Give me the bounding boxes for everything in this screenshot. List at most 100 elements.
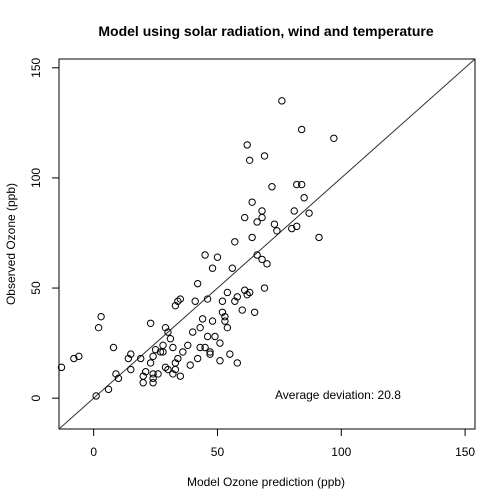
data-point xyxy=(315,233,323,242)
data-point xyxy=(305,209,313,217)
data-point xyxy=(233,359,241,367)
data-point xyxy=(166,335,175,343)
data-point xyxy=(243,290,251,299)
data-point xyxy=(198,315,207,323)
x-tick-label: 150 xyxy=(455,445,475,459)
data-point xyxy=(203,295,212,303)
data-point xyxy=(104,385,113,394)
data-point xyxy=(260,284,269,292)
data-point xyxy=(201,251,209,259)
data-point xyxy=(258,207,266,215)
x-tick-label: 0 xyxy=(90,445,97,459)
data-point xyxy=(164,328,172,336)
data-point xyxy=(92,392,100,400)
data-point xyxy=(218,297,227,305)
x-tick-label: 50 xyxy=(211,445,225,459)
chart-title: Model using solar radiation, wind and te… xyxy=(98,23,433,39)
data-point xyxy=(243,141,251,149)
data-point xyxy=(208,264,217,272)
data-point xyxy=(139,372,147,380)
data-point xyxy=(156,348,165,356)
data-point xyxy=(231,297,239,305)
data-point xyxy=(70,354,78,363)
plot-frame xyxy=(58,58,476,430)
data-point xyxy=(193,279,202,288)
data-point xyxy=(179,348,187,356)
data-point xyxy=(94,323,103,332)
data-point xyxy=(97,312,105,321)
data-point xyxy=(174,354,182,363)
data-point xyxy=(127,365,135,374)
data-point xyxy=(201,343,209,352)
data-point xyxy=(184,341,192,350)
data-point xyxy=(241,286,249,294)
y-axis: 0 50 100 150 xyxy=(29,57,59,402)
data-point xyxy=(253,251,261,259)
data-point xyxy=(196,323,204,332)
data-point xyxy=(253,218,261,226)
data-point xyxy=(75,352,83,361)
data-point xyxy=(213,253,222,261)
data-point xyxy=(159,348,167,356)
y-tick-label: 0 xyxy=(29,395,43,402)
data-point xyxy=(193,354,202,363)
data-point xyxy=(221,312,229,321)
data-point xyxy=(293,180,301,189)
data-point xyxy=(221,317,229,325)
data-point xyxy=(57,363,66,372)
data-point xyxy=(159,341,167,350)
data-point xyxy=(211,332,219,341)
data-point xyxy=(241,213,249,222)
data-point xyxy=(258,255,266,264)
data-point xyxy=(149,352,157,361)
data-point xyxy=(139,379,147,387)
data-point xyxy=(191,297,199,305)
data-point xyxy=(233,293,241,301)
data-point xyxy=(141,368,150,376)
data-point xyxy=(109,343,118,352)
data-point xyxy=(260,152,269,160)
data-point xyxy=(149,374,157,383)
data-points xyxy=(57,97,338,400)
data-point xyxy=(226,350,234,358)
data-point xyxy=(151,346,160,354)
data-point xyxy=(290,207,298,215)
data-point xyxy=(297,180,306,189)
data-point xyxy=(268,183,276,191)
data-point xyxy=(114,374,123,383)
identity-reference-line xyxy=(58,58,476,430)
data-point xyxy=(238,306,246,314)
data-point xyxy=(245,156,254,165)
data-point xyxy=(146,359,155,367)
data-point xyxy=(206,350,214,358)
data-point xyxy=(248,198,256,206)
data-point xyxy=(161,323,170,332)
data-point xyxy=(154,370,162,378)
data-point xyxy=(288,224,296,233)
data-point xyxy=(258,213,266,222)
data-point xyxy=(223,323,232,332)
data-point xyxy=(171,301,180,310)
data-point xyxy=(293,222,301,231)
data-point xyxy=(176,295,185,303)
data-point xyxy=(112,370,120,378)
data-point xyxy=(127,350,135,358)
x-tick-label: 100 xyxy=(331,445,351,459)
data-point xyxy=(203,332,212,341)
y-tick-label: 100 xyxy=(29,168,43,188)
data-point xyxy=(278,97,286,105)
data-point xyxy=(146,319,155,327)
data-point xyxy=(189,328,197,336)
data-point xyxy=(223,288,232,297)
y-tick-label: 50 xyxy=(29,281,43,295)
data-point xyxy=(206,348,214,356)
data-point xyxy=(330,134,338,142)
average-deviation-annotation: Average deviation: 20.8 xyxy=(275,388,401,402)
data-point xyxy=(263,260,271,268)
data-point xyxy=(174,297,182,305)
data-point xyxy=(273,227,281,235)
x-axis-label: Model Ozone prediction (ppb) xyxy=(187,475,345,489)
data-point xyxy=(186,361,194,369)
data-point xyxy=(149,379,157,387)
